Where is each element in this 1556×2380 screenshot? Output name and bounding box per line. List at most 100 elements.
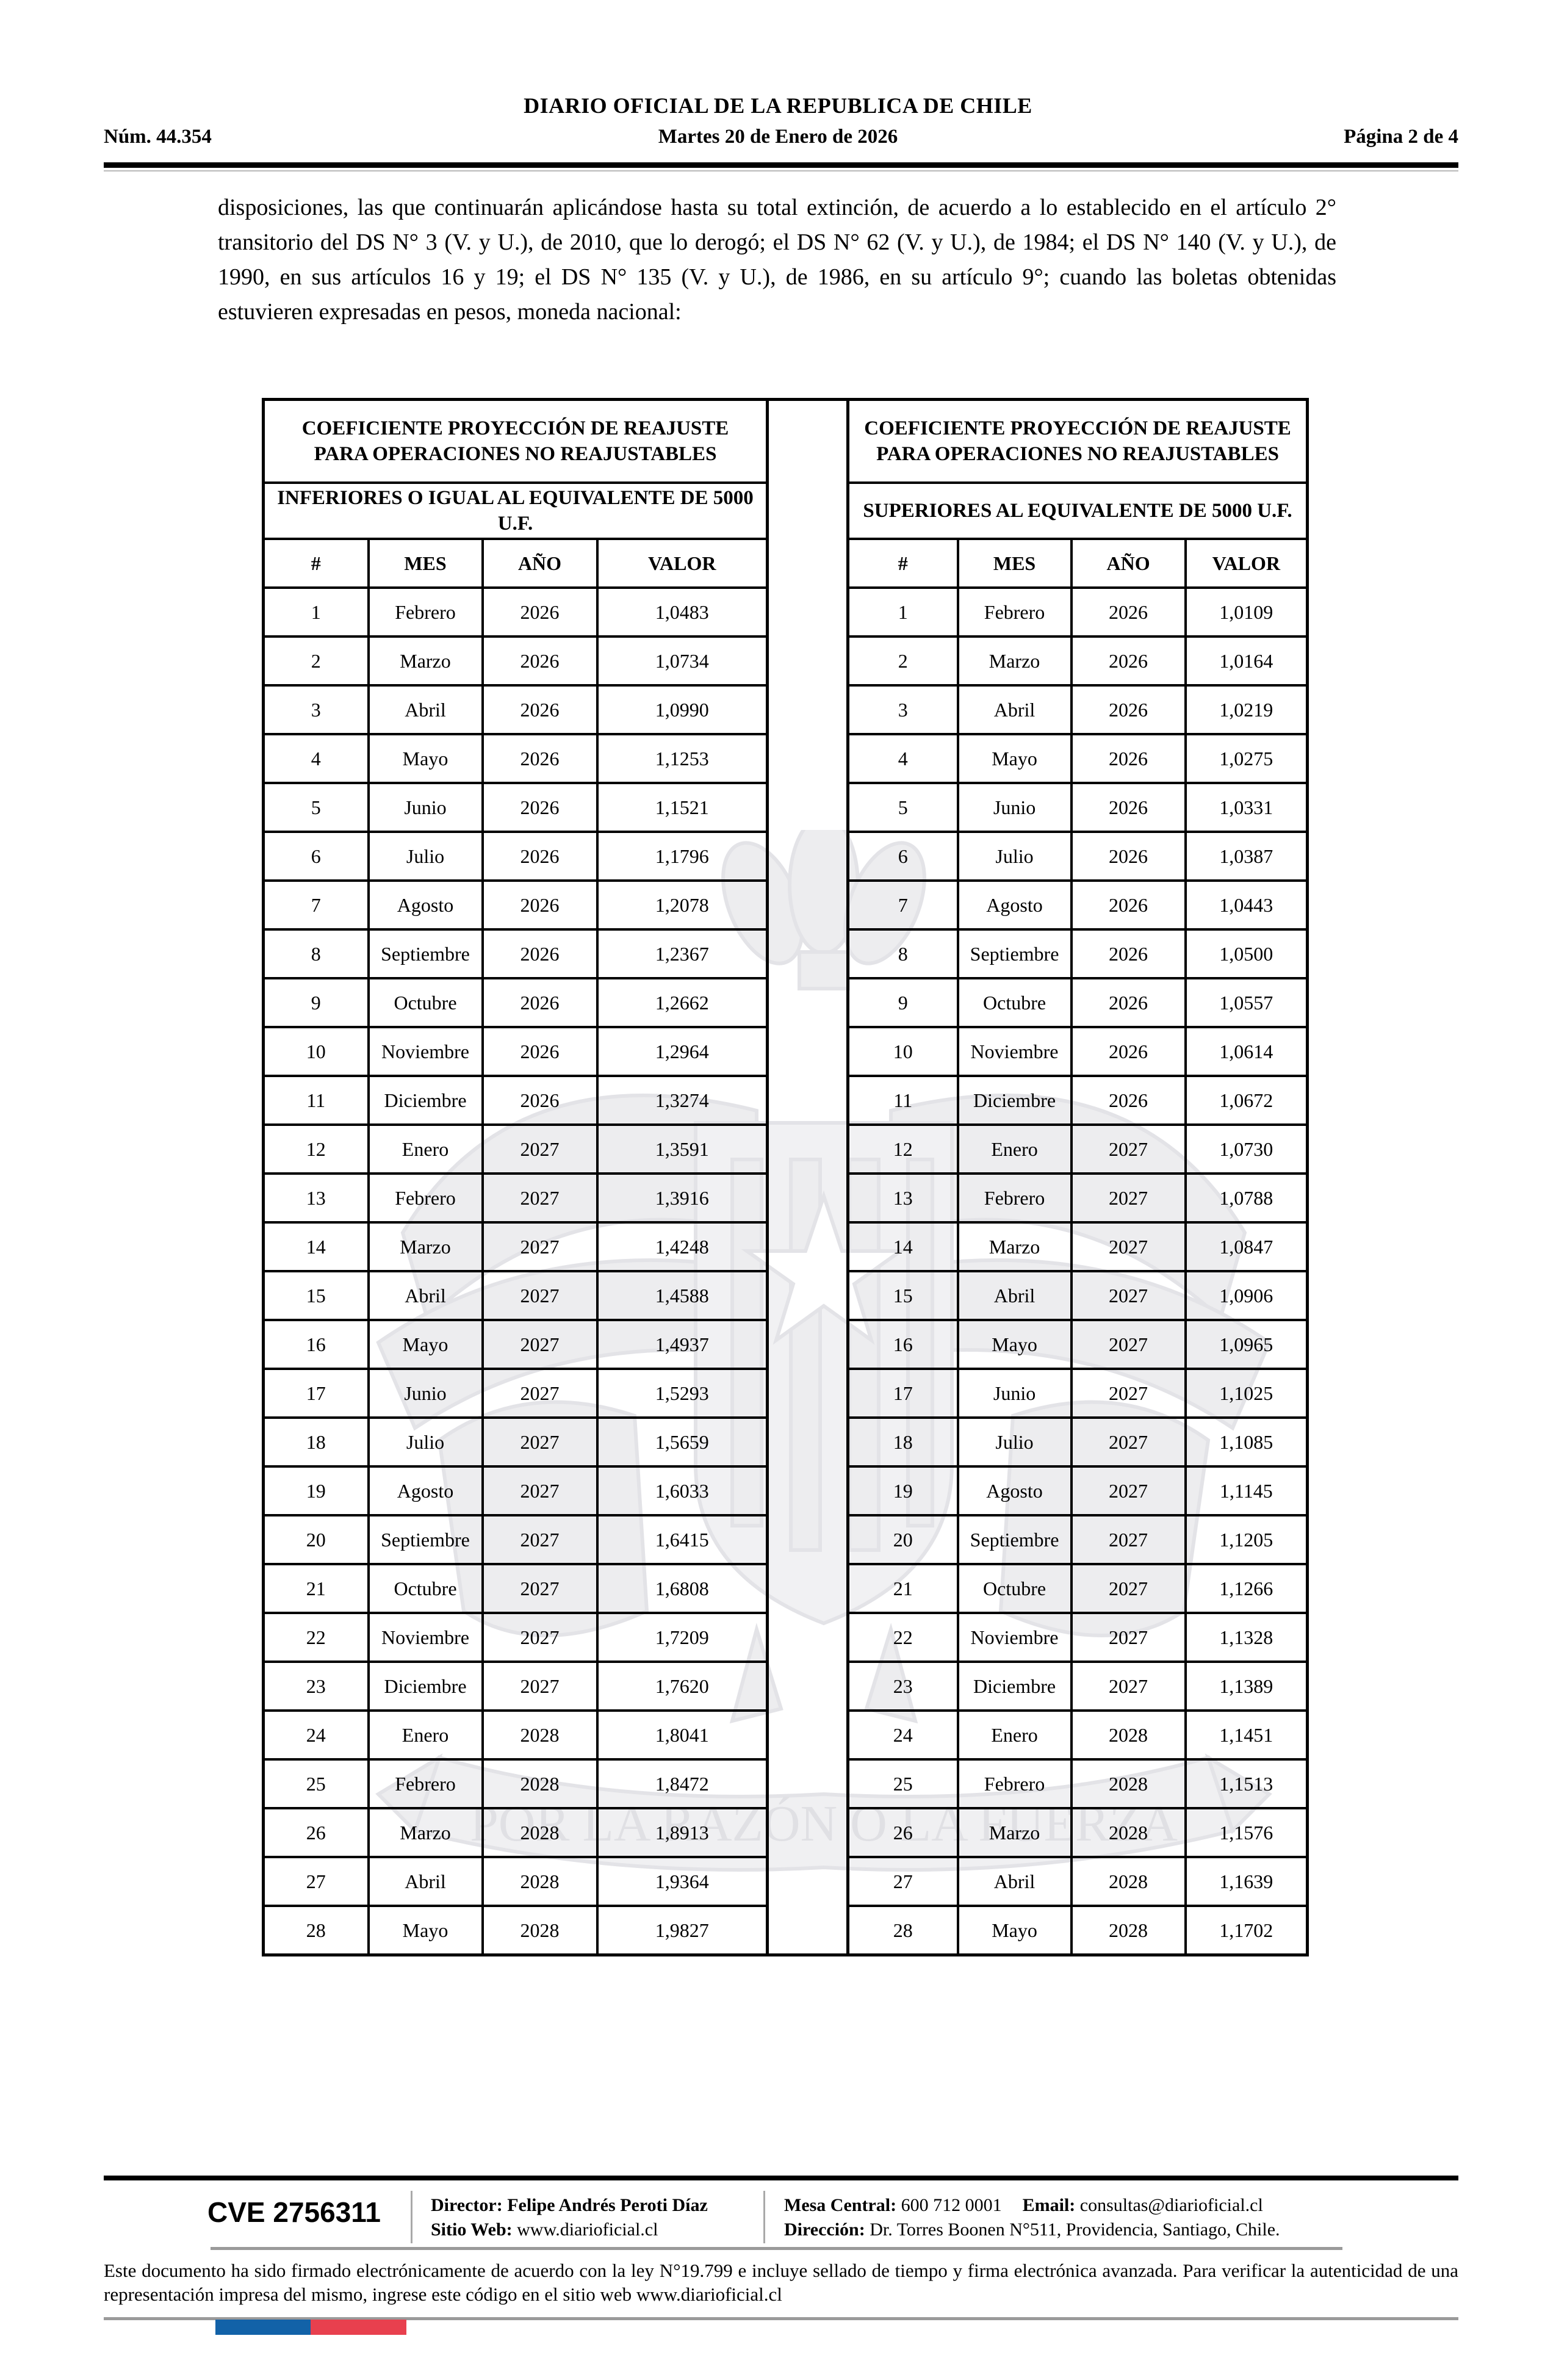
table-cell: Diciembre [956, 1661, 1073, 1712]
table-cell: 2026 [1070, 879, 1187, 931]
table-inferiores: COEFICIENTE PROYECCIÓN DE REAJUSTE PARA … [262, 398, 769, 1956]
table-cell: 11 [262, 1075, 370, 1126]
table-cell: 1,1702 [1184, 1905, 1309, 1956]
table-cell: 2027 [1070, 1612, 1187, 1663]
table-cell: Abril [956, 684, 1073, 735]
table-subtitle: SUPERIORES AL EQUIVALENTE DE 5000 U.F. [846, 481, 1309, 540]
table-cell: 20 [846, 1514, 959, 1565]
table-title: COEFICIENTE PROYECCIÓN DE REAJUSTE PARA … [262, 398, 769, 484]
table-cell: Septiembre [956, 928, 1073, 979]
table-row: 7 Agosto 2026 1,0443 [846, 879, 1309, 931]
table-row: 17 Junio 2027 1,5293 [262, 1368, 769, 1419]
table-cell: Noviembre [367, 1612, 484, 1663]
table-row: 16 Mayo 2027 1,4937 [262, 1319, 769, 1370]
table-cell: Febrero [956, 1758, 1073, 1809]
table-cell: 1,0557 [1184, 977, 1309, 1028]
table-cell: 2026 [481, 1075, 599, 1126]
director-name: Felipe Andrés Peroti Díaz [507, 2195, 708, 2215]
table-row: 21 Octubre 2027 1,6808 [262, 1563, 769, 1614]
table-subtitle-row: SUPERIORES AL EQUIVALENTE DE 5000 U.F. [846, 481, 1309, 540]
table-row: 14 Marzo 2027 1,4248 [262, 1221, 769, 1272]
table-cell: Octubre [956, 977, 1073, 1028]
table-row: 9 Octubre 2026 1,0557 [846, 977, 1309, 1028]
table-body: 1 Febrero 2026 1,0109 2 Marzo 2026 1,0164 3 Abril… [846, 586, 1309, 1956]
table-cell: 28 [262, 1905, 370, 1956]
table-cell: 5 [846, 782, 959, 833]
table-cell: 2026 [1070, 831, 1187, 882]
table-cell: 2026 [481, 782, 599, 833]
table-row: 20 Septiembre 2027 1,1205 [846, 1514, 1309, 1565]
phone-label: Mesa Central: [784, 2195, 897, 2215]
table-row: 27 Abril 2028 1,1639 [846, 1856, 1309, 1907]
table-cell: 2026 [1070, 977, 1187, 1028]
table-row: 27 Abril 2028 1,9364 [262, 1856, 769, 1907]
table-cell: 1,3274 [596, 1075, 769, 1126]
table-cell: 1,6415 [596, 1514, 769, 1565]
table-row: 4 Mayo 2026 1,0275 [846, 733, 1309, 784]
table-cell: Enero [367, 1709, 484, 1761]
director-block: Director: Felipe Andrés Peroti Díaz Siti… [431, 2193, 708, 2242]
table-cell: Febrero [367, 1758, 484, 1809]
email-label: Email: [1022, 2195, 1076, 2215]
table-row: 3 Abril 2026 1,0219 [846, 684, 1309, 735]
table-row: 3 Abril 2026 1,0990 [262, 684, 769, 735]
table-cell: 2026 [481, 635, 599, 687]
table-cell: Junio [367, 1368, 484, 1419]
table-cell: 1,0906 [1184, 1270, 1309, 1321]
table-cell: 13 [846, 1172, 959, 1224]
table-cell: 1,1521 [596, 782, 769, 833]
table-cell: 26 [262, 1807, 370, 1858]
table-cell: 2026 [1070, 733, 1187, 784]
director-line: Director: Felipe Andrés Peroti Díaz [431, 2193, 708, 2218]
table-cell: Marzo [956, 1807, 1073, 1858]
table-cell: 2027 [481, 1368, 599, 1419]
table-cell: 2026 [1070, 1075, 1187, 1126]
table-cell: 6 [262, 831, 370, 882]
table-cell: Julio [956, 1416, 1073, 1468]
table-cell: 2028 [1070, 1758, 1187, 1809]
table-cell: 13 [262, 1172, 370, 1224]
table-row: 12 Enero 2027 1,0730 [846, 1123, 1309, 1175]
table-cell: 1,2367 [596, 928, 769, 979]
table-row: 8 Septiembre 2026 1,2367 [262, 928, 769, 979]
table-cell: 2027 [481, 1416, 599, 1468]
table-cell: Marzo [956, 635, 1073, 687]
table-cell: 2027 [1070, 1319, 1187, 1370]
table-cell: 2027 [1070, 1465, 1187, 1516]
table-cell: Junio [367, 782, 484, 833]
table-cell: 1,1266 [1184, 1563, 1309, 1614]
table-title-row: COEFICIENTE PROYECCIÓN DE REAJUSTE PARA … [262, 398, 769, 484]
table-cell: 1,0672 [1184, 1075, 1309, 1126]
table-row: 19 Agosto 2027 1,6033 [262, 1465, 769, 1516]
table-cell: Diciembre [367, 1075, 484, 1126]
table-row: 1 Febrero 2026 1,0109 [846, 586, 1309, 638]
table-cell: 2026 [481, 879, 599, 931]
table-cell: 28 [846, 1905, 959, 1956]
table-cell: Febrero [956, 1172, 1073, 1224]
table-cell: 2027 [1070, 1416, 1187, 1468]
table-cell: 2028 [481, 1807, 599, 1858]
contact-block: Mesa Central: 600 712 0001 Email: consult… [784, 2193, 1280, 2242]
table-cell: Julio [367, 831, 484, 882]
table-cell: 10 [846, 1026, 959, 1077]
table-header-row: # MES AÑO VALOR [846, 538, 1309, 589]
table-cell: 15 [846, 1270, 959, 1321]
table-cell: 1,0275 [1184, 733, 1309, 784]
address-line: Dirección: Dr. Torres Boonen N°511, Prov… [784, 2218, 1280, 2242]
table-row: 11 Diciembre 2026 1,0672 [846, 1075, 1309, 1126]
table-cell: 1,0483 [596, 586, 769, 638]
table-cell: 1,5659 [596, 1416, 769, 1468]
table-cell: 1,9364 [596, 1856, 769, 1907]
table-cell: 2026 [1070, 928, 1187, 979]
table-cell: 10 [262, 1026, 370, 1077]
table-cell: 24 [262, 1709, 370, 1761]
table-cell: 1,2662 [596, 977, 769, 1028]
table-row: 6 Julio 2026 1,0387 [846, 831, 1309, 882]
table-cell: 2027 [481, 1221, 599, 1272]
table-cell: 1,1328 [1184, 1612, 1309, 1663]
table-cell: 4 [262, 733, 370, 784]
table-row: 13 Febrero 2027 1,0788 [846, 1172, 1309, 1224]
table-row: 28 Mayo 2028 1,1702 [846, 1905, 1309, 1956]
table-row: 5 Junio 2026 1,1521 [262, 782, 769, 833]
table-row: 18 Julio 2027 1,5659 [262, 1416, 769, 1468]
